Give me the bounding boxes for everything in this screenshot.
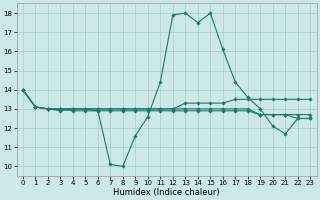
X-axis label: Humidex (Indice chaleur): Humidex (Indice chaleur) [113, 188, 220, 197]
